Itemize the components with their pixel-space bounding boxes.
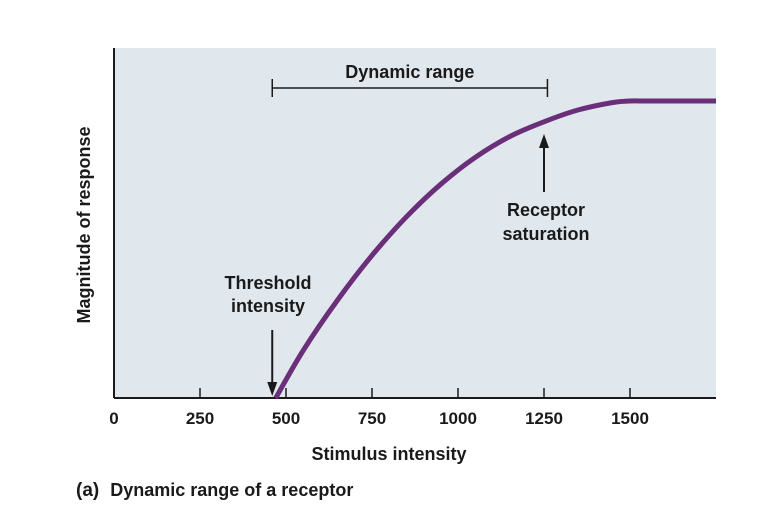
x-tick-label-1000: 1000	[439, 409, 477, 428]
x-tick-label-1500: 1500	[611, 409, 649, 428]
threshold-label-line1: Threshold	[224, 273, 311, 293]
caption-prefix: (a)	[76, 480, 99, 501]
threshold-arrow-head	[267, 382, 278, 396]
figure-caption: (a) Dynamic range of a receptor	[76, 480, 353, 501]
threshold-arrow	[267, 330, 278, 396]
x-axis-label: Stimulus intensity	[311, 444, 466, 464]
dynamic-range-bracket	[271, 79, 549, 97]
threshold-label-line2: intensity	[231, 296, 305, 316]
x-tick-label-1250: 1250	[525, 409, 563, 428]
saturation-label-line2: saturation	[502, 224, 589, 244]
x-tick-label-250: 250	[186, 409, 214, 428]
saturation-arrow	[539, 134, 549, 192]
x-tick-label-0: 0	[109, 409, 118, 428]
caption-text: Dynamic range of a receptor	[110, 480, 353, 500]
x-tick-label-500: 500	[272, 409, 300, 428]
saturation-label-line1: Receptor	[507, 200, 585, 220]
dynamic-range-label: Dynamic range	[345, 62, 474, 82]
y-axis-label: Magnitude of response	[74, 126, 94, 323]
saturation-arrow-head	[539, 134, 549, 148]
x-tick-label-750: 750	[358, 409, 386, 428]
plot-background	[114, 48, 716, 398]
response-curve	[273, 98, 716, 400]
